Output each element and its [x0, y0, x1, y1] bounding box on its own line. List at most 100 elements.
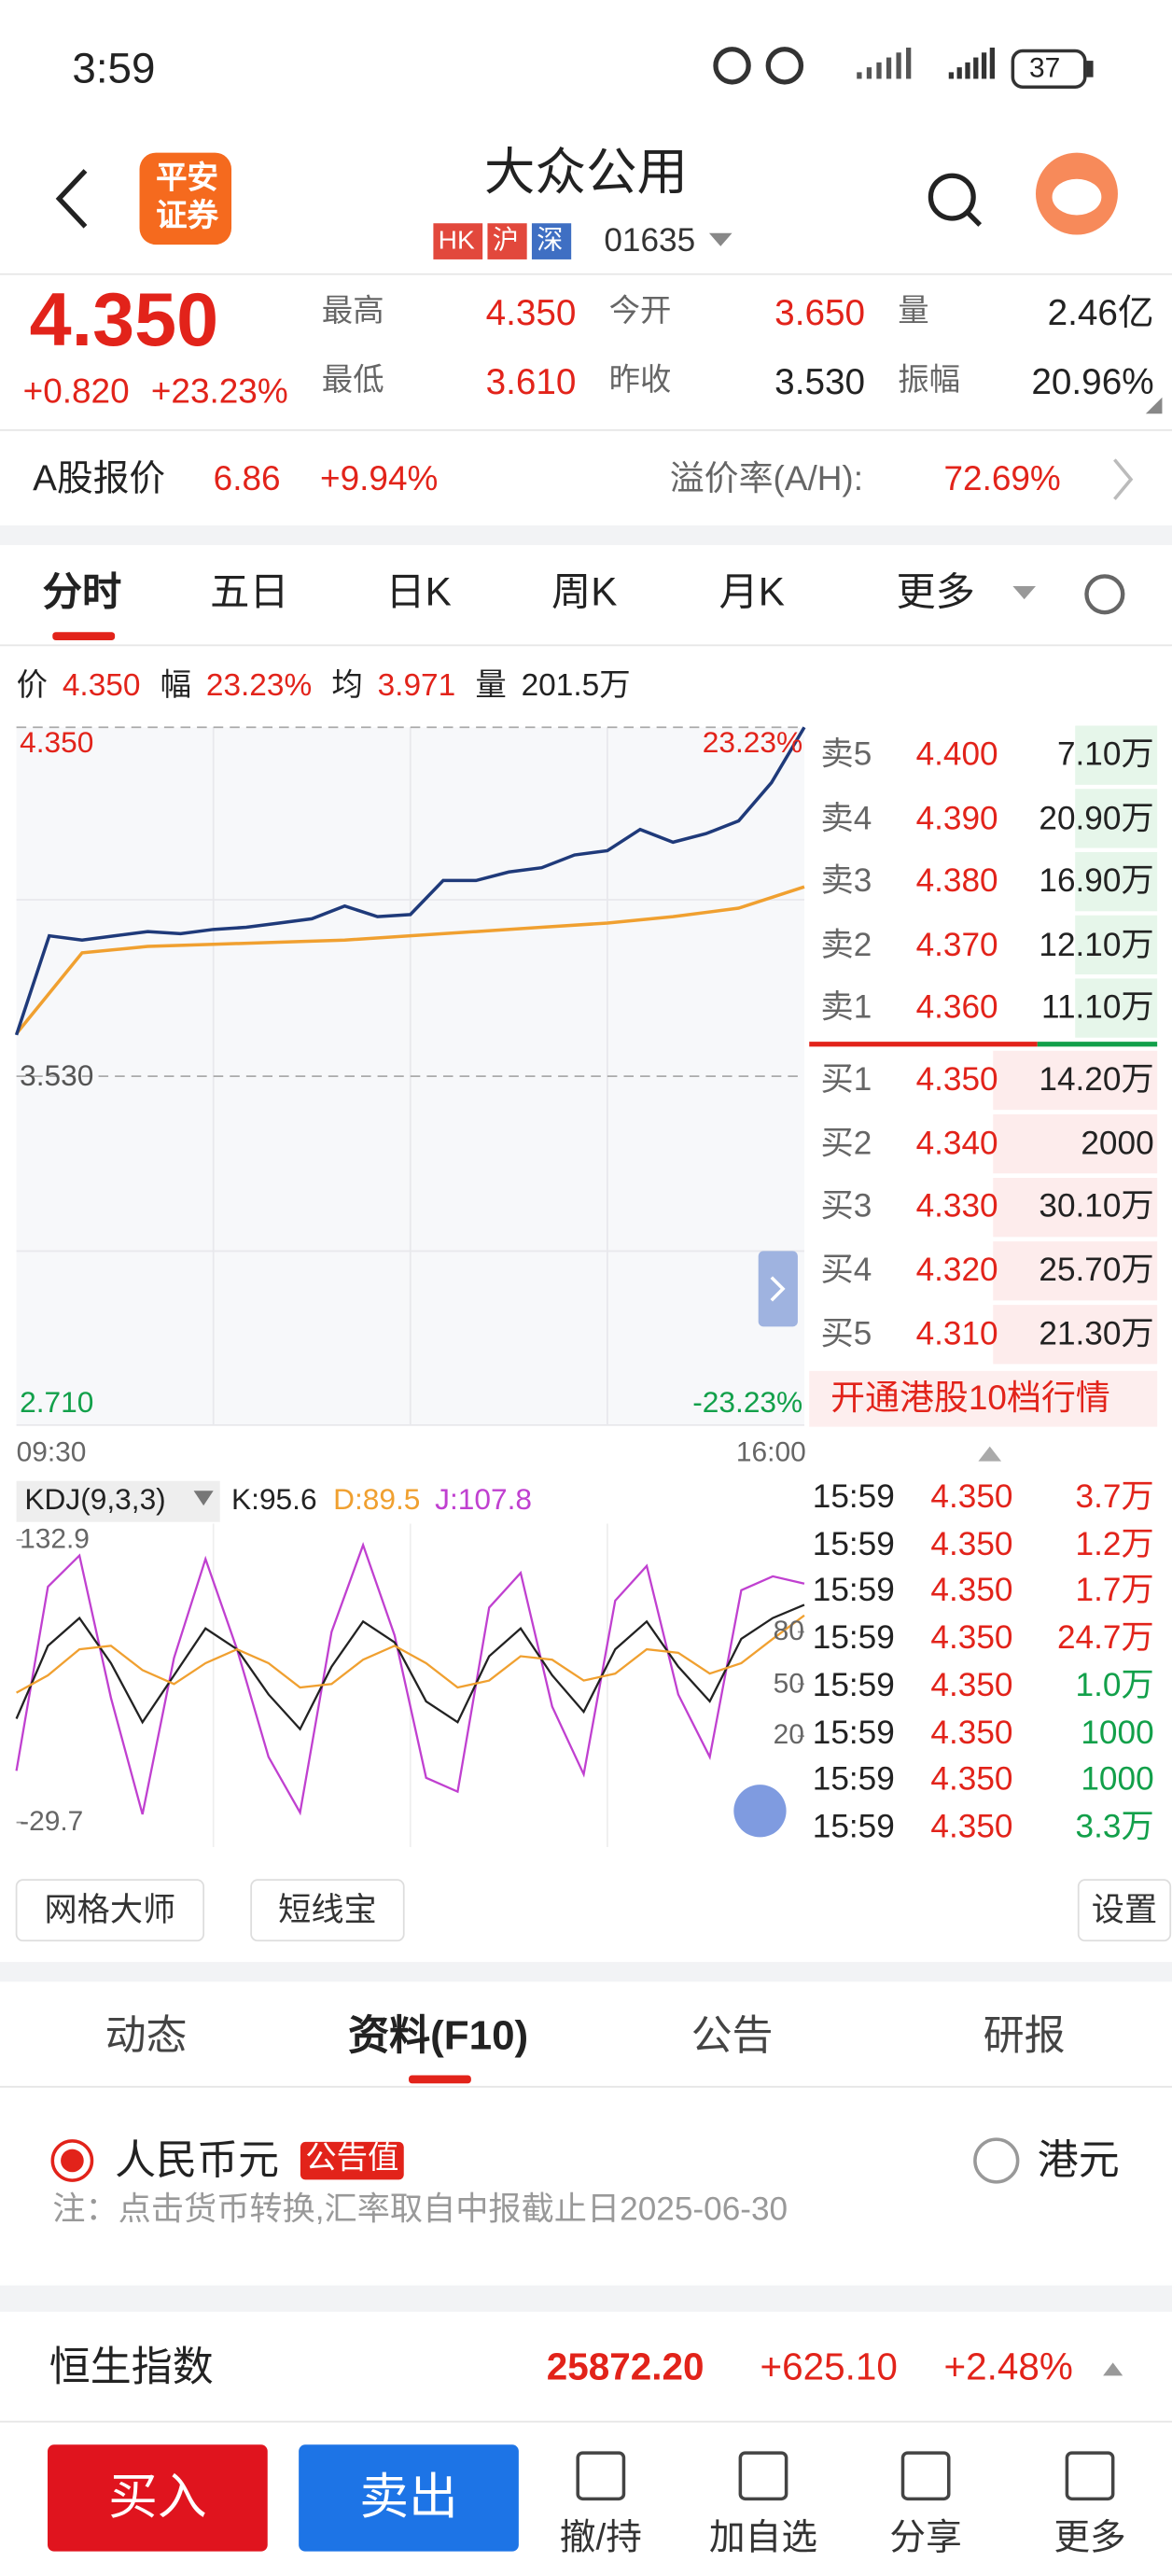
chart-tab[interactable]: 分时 [42, 570, 122, 615]
order-volume: 2000 [1081, 1126, 1154, 1162]
y-tick-label: 3.530 [20, 1058, 94, 1092]
trade-price: 4.350 [930, 1809, 1013, 1846]
radio-selected[interactable] [50, 2139, 94, 2182]
back-button[interactable] [55, 169, 88, 229]
section-gap [0, 1962, 1172, 1982]
order-price: 4.340 [915, 1126, 998, 1162]
section-tab[interactable]: 动态 [105, 2012, 188, 2059]
index-value: 25872.20 [546, 2345, 705, 2388]
trade-price: 4.350 [930, 1667, 1013, 1704]
stat-label: 量 [898, 294, 929, 329]
radio-unselected[interactable] [973, 2137, 1020, 2184]
order-label: 买3 [820, 1189, 872, 1225]
info-value: 3.971 [377, 669, 456, 704]
action-label[interactable]: 更多 [1053, 2516, 1126, 2558]
chart-tab[interactable]: 日K [385, 570, 452, 615]
chevron [1113, 458, 1134, 500]
stat-value: 3.650 [774, 291, 866, 333]
broker-logo [139, 152, 232, 245]
trade-volume: 3.3万 [1075, 1809, 1154, 1846]
stock-code: 01635 [604, 223, 696, 259]
chart-tab[interactable]: 五日 [210, 570, 289, 615]
chart-tab[interactable]: 更多 [896, 570, 975, 615]
market-tag [433, 223, 483, 259]
search-button[interactable] [928, 173, 976, 221]
order-price: 4.370 [915, 927, 998, 963]
action-label[interactable]: 撤/持 [559, 2516, 642, 2558]
order-volume: 21.30万 [1039, 1316, 1154, 1353]
settings-button[interactable] [1084, 574, 1125, 615]
battery-cap [1086, 61, 1094, 77]
section-indicator [409, 2075, 471, 2084]
indicator-dropdown[interactable] [193, 1491, 214, 1506]
j-value: J:107.8 [435, 1482, 533, 1517]
trade-price: 4.350 [930, 1573, 1013, 1610]
tool-label: 短线宝 [278, 1893, 377, 1929]
action-icon[interactable] [900, 2451, 951, 2501]
trade-price: 4.350 [930, 1715, 1013, 1752]
trade-time: 15:59 [812, 1667, 895, 1704]
section-tab[interactable]: 公告 [691, 2012, 774, 2059]
action-label[interactable]: 加自选 [708, 2516, 818, 2558]
tool-button[interactable] [250, 1879, 405, 1942]
trade-price: 4.350 [930, 1478, 1013, 1516]
order-label: 买5 [820, 1316, 872, 1353]
currency-badge: 公告值 [300, 2141, 404, 2180]
y-tick-label: 50 [773, 1667, 804, 1699]
radio-dot [61, 2149, 84, 2173]
trade-volume: 1.2万 [1075, 1526, 1154, 1563]
tool-label: 网格大师 [44, 1893, 176, 1929]
buy-button[interactable] [48, 2444, 268, 2552]
tool-button[interactable] [15, 1879, 205, 1942]
sell-button[interactable] [299, 2444, 519, 2552]
section-gap [0, 2285, 1172, 2312]
code-dropdown[interactable] [708, 232, 732, 246]
avg-line [15, 885, 805, 1035]
order-volume: 7.10万 [1056, 736, 1154, 774]
signal [965, 62, 970, 79]
a-share-price: 6.86 [213, 460, 281, 498]
trade-time: 15:59 [812, 1809, 895, 1846]
currency-option: 港元 [1037, 2137, 1120, 2184]
stat-label: 最低 [321, 363, 384, 399]
volume-bg [993, 1305, 1158, 1365]
y-tick-label: 80 [773, 1615, 804, 1646]
section-tab[interactable]: 资料(F10) [348, 2012, 529, 2059]
pct-label: -23.23% [692, 1386, 803, 1420]
alarm-icon [765, 47, 804, 85]
volume-bg [993, 1113, 1158, 1174]
signal [973, 57, 979, 79]
trade-volume: 3.7万 [1075, 1478, 1154, 1516]
collapse-button[interactable] [758, 1251, 798, 1327]
action-icon[interactable] [1065, 2451, 1115, 2501]
action-icon[interactable] [738, 2451, 788, 2501]
y-tick-label: 2.710 [20, 1386, 94, 1420]
upgrade-link[interactable]: 开通港股10档行情 [830, 1379, 1110, 1418]
time-label: 09:30 [16, 1435, 87, 1468]
search-handle [965, 210, 983, 227]
trade-price: 4.350 [930, 1620, 1013, 1658]
market-tag [531, 223, 572, 259]
market-tag-label: 沪 [492, 227, 519, 256]
trade-volume: 1000 [1081, 1761, 1154, 1799]
order-price: 4.330 [915, 1189, 998, 1225]
tool-button[interactable] [1077, 1879, 1172, 1942]
kdj-line [15, 1542, 805, 1816]
volume-bg [1075, 725, 1158, 785]
stat-value: 3.530 [774, 360, 866, 402]
expand-button[interactable] [733, 1785, 787, 1838]
trade-volume: 24.7万 [1056, 1620, 1154, 1658]
action-label[interactable]: 分享 [889, 2516, 962, 2558]
more-dropdown [1012, 585, 1036, 600]
action-icon[interactable] [576, 2451, 626, 2501]
section-gap [0, 525, 1172, 546]
tab-indicator [52, 632, 116, 641]
d-value: D:89.5 [333, 1482, 421, 1517]
chart-tab[interactable]: 月K [719, 570, 785, 615]
chart-tab[interactable]: 周K [551, 570, 618, 615]
stat-value: 20.96% [1031, 360, 1154, 402]
logo-line: 平安 [156, 161, 218, 197]
status-icon [713, 47, 751, 85]
section-tab[interactable]: 研报 [983, 2012, 1066, 2059]
y-tick-label: 4.350 [20, 725, 94, 760]
